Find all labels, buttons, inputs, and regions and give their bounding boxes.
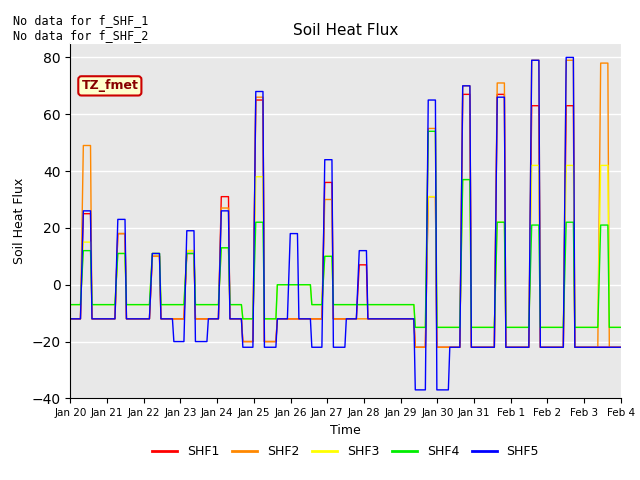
SHF2 [543,344,551,350]
SHF2 [460,83,468,89]
SHF5 [412,387,419,393]
SHF4 [67,302,74,308]
SHF1 [349,316,357,322]
SHF3 [543,324,551,330]
SHF3 [460,177,468,182]
SHF5 [85,208,93,214]
SHF4 [349,302,357,308]
SHF4 [543,324,551,330]
Line: SHF3: SHF3 [70,166,621,327]
SHF3 [616,324,623,330]
SHF3 [85,239,93,245]
SHF4 [616,324,623,330]
SHF3 [528,163,536,168]
Text: TZ_fmet: TZ_fmet [81,79,138,92]
SHF5 [563,55,570,60]
SHF2 [616,344,623,350]
SHF5 [616,344,623,350]
SHF1 [412,344,419,350]
SHF5 [542,344,550,350]
SHF4 [85,248,93,253]
X-axis label: Time: Time [330,424,361,437]
SHF1 [543,344,551,350]
Line: SHF5: SHF5 [70,58,621,390]
SHF4 [424,129,432,134]
SHF1 [459,92,467,97]
SHF2 [528,58,536,63]
Line: SHF2: SHF2 [70,60,621,347]
SHF2 [617,344,625,350]
SHF4 [412,324,419,330]
Title: Soil Heat Flux: Soil Heat Flux [293,23,398,38]
SHF1 [85,211,93,216]
SHF1 [67,316,74,322]
SHF2 [349,316,357,322]
SHF4 [617,324,625,330]
SHF4 [102,302,110,308]
Legend: SHF1, SHF2, SHF3, SHF4, SHF5: SHF1, SHF2, SHF3, SHF4, SHF5 [147,440,544,463]
SHF3 [412,324,419,330]
Y-axis label: Soil Heat Flux: Soil Heat Flux [13,178,26,264]
SHF3 [102,302,110,308]
SHF4 [461,177,469,182]
SHF5 [67,316,74,322]
SHF2 [412,344,419,350]
Text: No data for f_SHF_1
No data for f_SHF_2: No data for f_SHF_1 No data for f_SHF_2 [13,14,148,42]
SHF1 [461,92,469,97]
SHF1 [102,316,110,322]
Line: SHF4: SHF4 [70,132,621,327]
SHF1 [616,344,623,350]
SHF5 [349,316,357,322]
SHF3 [67,302,74,308]
SHF5 [460,83,468,89]
SHF1 [617,344,625,350]
Line: SHF1: SHF1 [70,95,621,347]
SHF3 [349,302,357,308]
SHF2 [67,316,74,322]
SHF3 [617,324,625,330]
SHF5 [102,316,110,322]
SHF5 [617,344,625,350]
SHF2 [85,143,93,148]
SHF2 [102,316,110,322]
